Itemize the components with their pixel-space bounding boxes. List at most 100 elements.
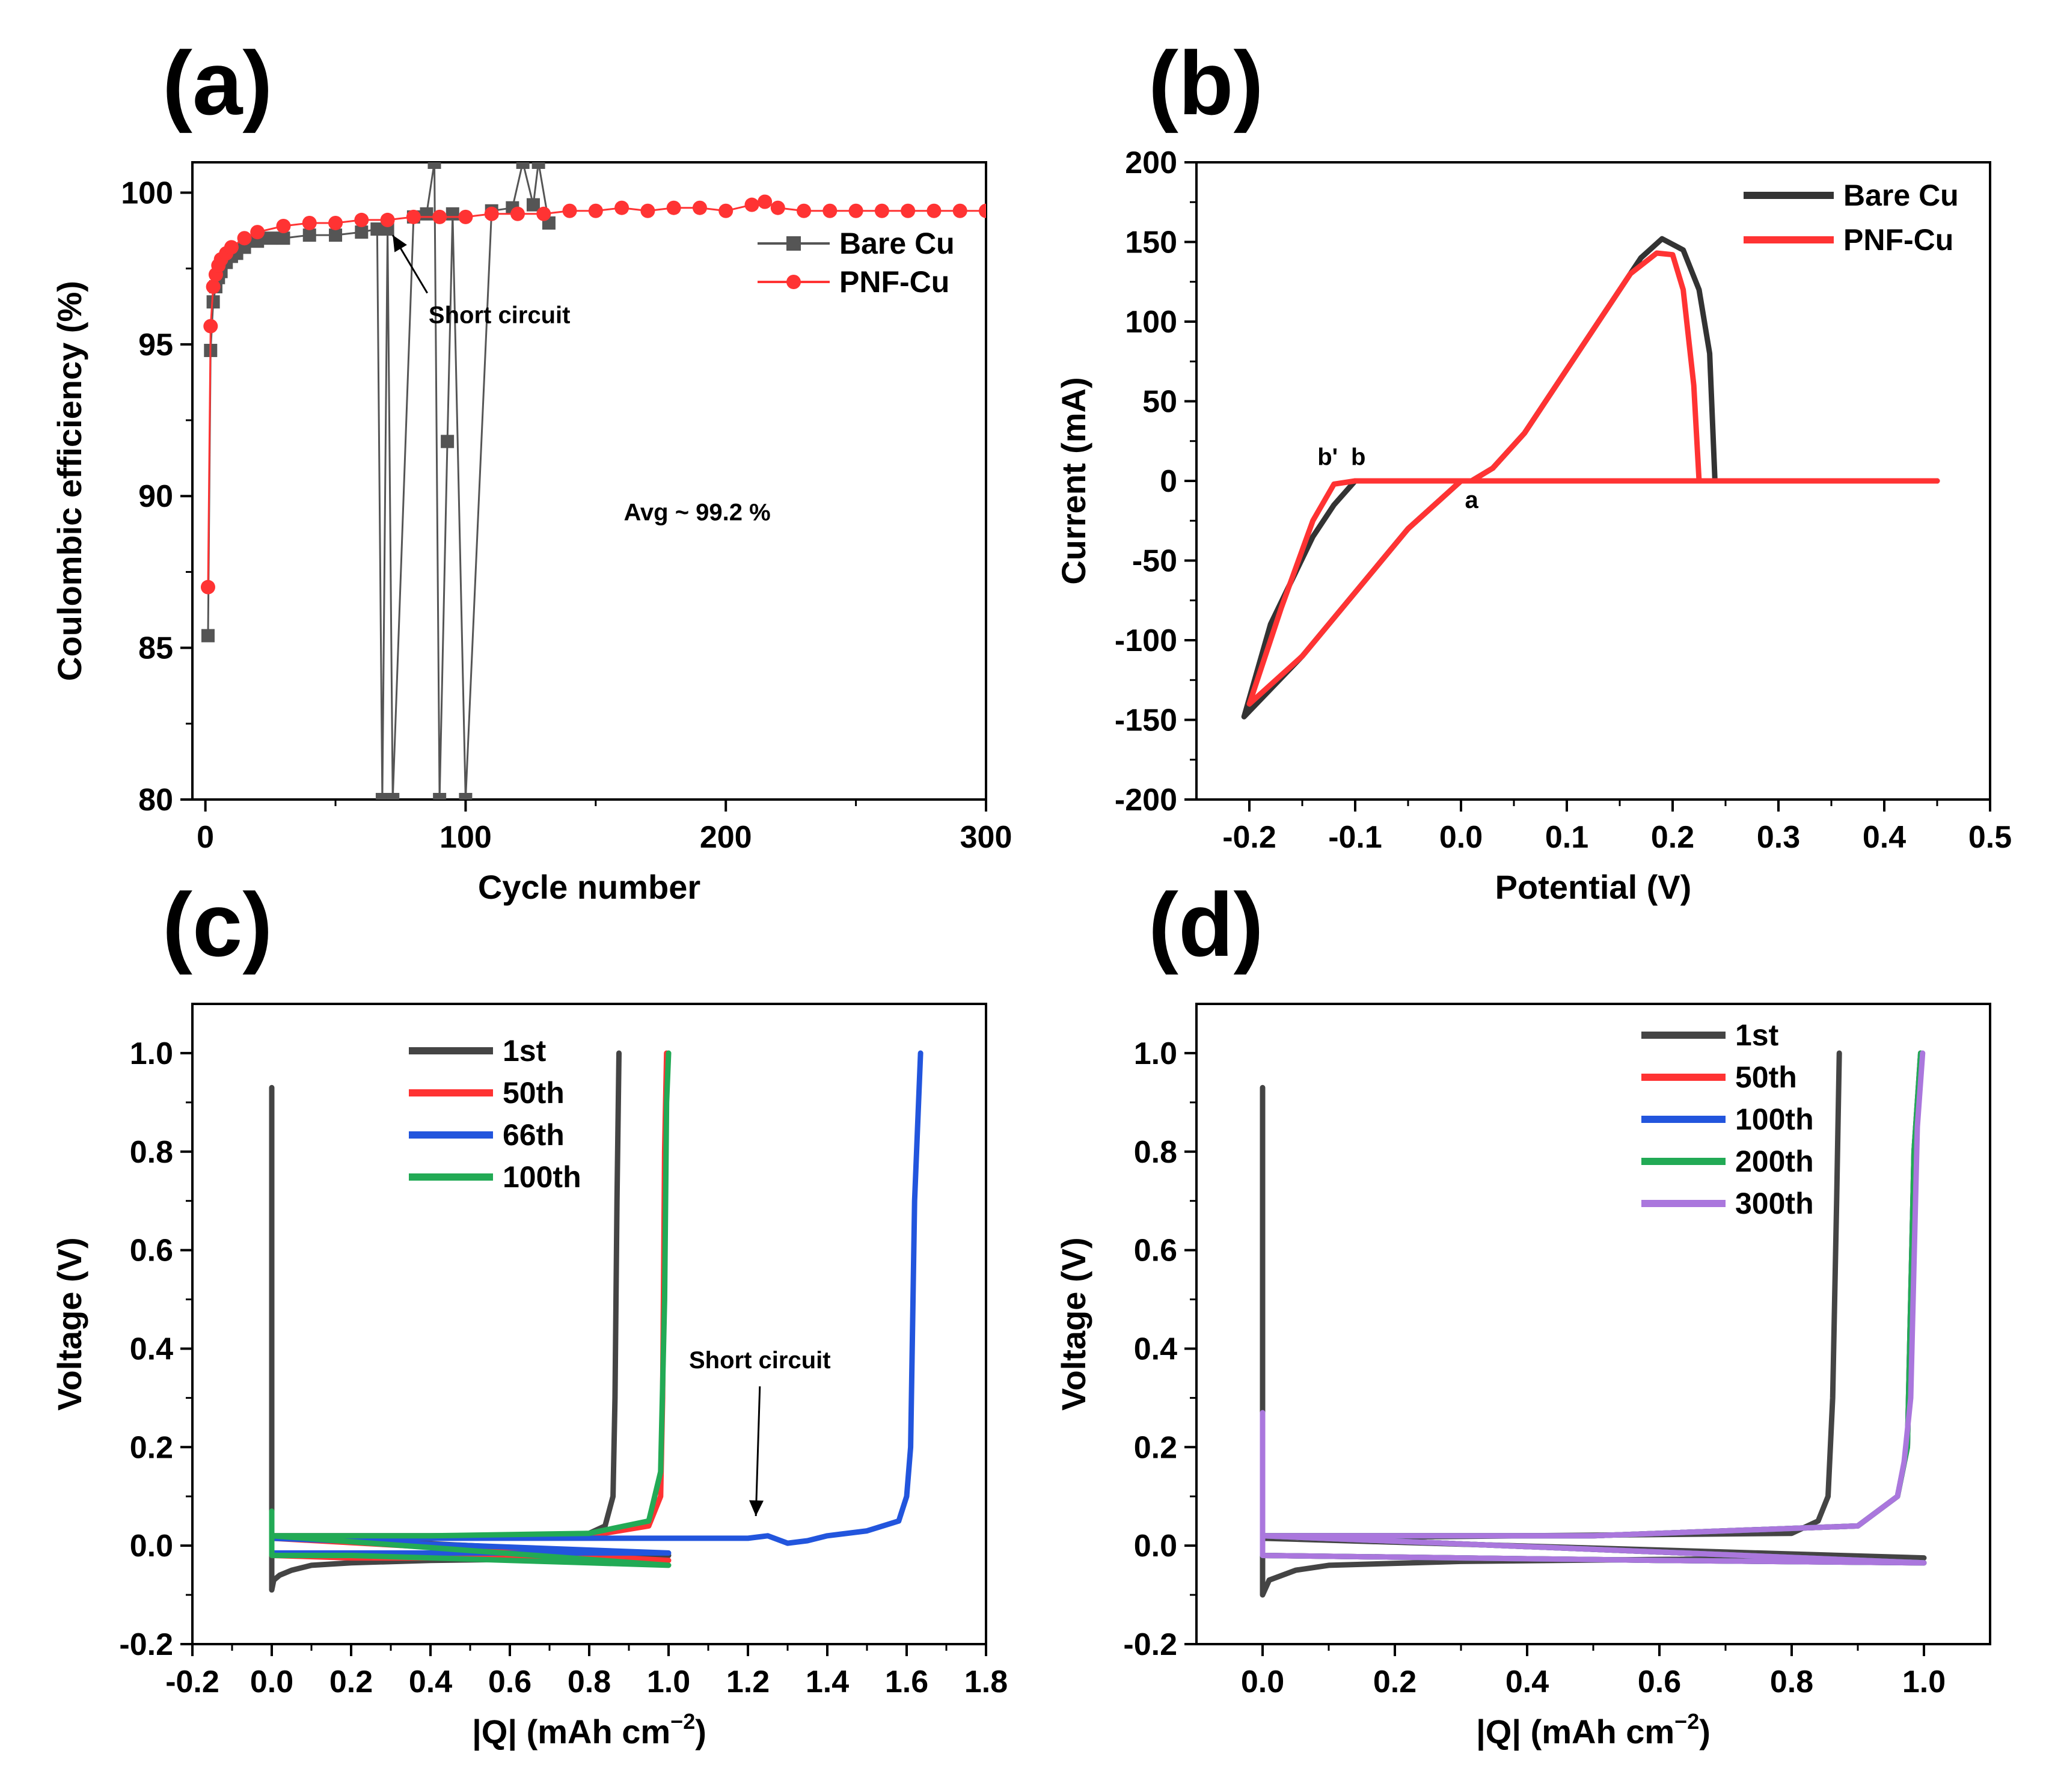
x-axis-label-end: ) (695, 1713, 706, 1751)
plot-area (1260, 1050, 1927, 1598)
x-tick-label: 0.0 (1241, 1665, 1284, 1699)
y-tick-label: 0.4 (1134, 1332, 1177, 1366)
data-point-square (420, 207, 433, 221)
legend-label: PNF-Cu (839, 265, 949, 299)
data-point-square (441, 435, 455, 448)
legend-label: Bare Cu (839, 227, 955, 260)
y-tick-label: 200 (1125, 145, 1177, 180)
data-point-circle (718, 203, 734, 218)
x-axis-label-text: Potential (V) (1495, 868, 1692, 906)
annotation-text: Avg ~ 99.2 % (624, 500, 771, 526)
data-point-circle (901, 203, 916, 218)
x-tick-label: 1.4 (806, 1665, 849, 1699)
x-tick-label: 0.2 (1373, 1665, 1417, 1699)
y-tick-label: 80 (138, 783, 173, 818)
x-tick-label: 1.0 (1902, 1665, 1946, 1699)
data-point-square (206, 295, 220, 309)
panel-label-c: (c) (162, 874, 272, 975)
y-tick-label: 0.4 (130, 1332, 173, 1366)
data-point-square (459, 793, 473, 800)
y-tick-label: 95 (138, 328, 173, 362)
data-point-circle (406, 209, 421, 224)
plot-area (1241, 236, 1940, 720)
x-axis-label: Cycle number (478, 868, 700, 906)
x-axis-label-superscript: −2 (670, 1709, 695, 1734)
data-point-square (263, 231, 277, 245)
annotation-arrowhead (749, 1500, 764, 1516)
x-tick-label: 200 (700, 820, 752, 855)
series-line-5 (1260, 1050, 1927, 1566)
data-point-circle (536, 206, 551, 221)
data-point-circle (224, 240, 239, 255)
x-tick-label: 100 (440, 820, 492, 855)
data-point-square (433, 793, 447, 800)
plot-area (200, 162, 986, 800)
annotation-text: b' (1317, 444, 1338, 471)
legend-label: 300th (1735, 1187, 1814, 1220)
x-axis-label-text: |Q| (mAh cm (1476, 1713, 1674, 1751)
data-point-circle (206, 279, 221, 294)
data-point-square (531, 162, 545, 169)
x-tick-label: -0.1 (1328, 820, 1382, 855)
data-point-circle (797, 203, 812, 218)
x-axis-label-superscript: −2 (1674, 1709, 1699, 1734)
data-point-circle (458, 209, 473, 224)
data-point-square (370, 222, 384, 236)
x-axis-label: Potential (V) (1495, 868, 1692, 906)
plot-area (269, 1050, 923, 1593)
x-tick-label: 0.3 (1757, 820, 1800, 855)
series-line-1 (1260, 1050, 1927, 1598)
data-point-square (446, 207, 459, 221)
data-point-square (277, 231, 290, 245)
charts-layer: 0 100 200 300 80 85 90 95 100 Cycle number Coulomb… (51, 145, 2012, 1751)
data-point-circle (302, 215, 317, 230)
annotation-text: a (1465, 487, 1478, 513)
x-axis-label: |Q| (mAh cm−2) (1476, 1709, 1711, 1751)
y-tick-label: -200 (1115, 783, 1177, 818)
data-point-circle (250, 225, 265, 240)
y-tick-label: 0.0 (1134, 1529, 1177, 1564)
x-axis-label-text: |Q| (mAh cm (472, 1713, 670, 1751)
y-axis-label: Coulombic efficiency (%) (51, 281, 88, 681)
data-point-circle (979, 203, 986, 218)
data-point-square (302, 228, 316, 242)
legend-label: Bare Cu (1843, 179, 1959, 212)
y-tick-label: -150 (1115, 703, 1177, 738)
x-tick-label: 0.6 (488, 1665, 531, 1699)
chart-1: 0 100 200 300 80 85 90 95 100 Cycle number Coulomb… (51, 161, 1012, 906)
legend-label: 50th (503, 1076, 565, 1110)
series-line-3 (269, 1050, 923, 1556)
data-point-circle (640, 203, 655, 218)
chart-2: -0.2 -0.1 0.0 0.1 0.2 0.3 0.4 0.5 -200 -150 -100 -5… (1055, 145, 2012, 906)
annotation-text: Short circuit (689, 1347, 831, 1374)
legend-label: 50th (1735, 1060, 1797, 1094)
legend-label: 100th (503, 1160, 581, 1194)
y-tick-label: -0.2 (1123, 1627, 1177, 1662)
x-tick-label: 0.8 (1770, 1665, 1813, 1699)
x-tick-label: 0.2 (1651, 820, 1694, 855)
y-tick-label: 0.8 (1134, 1135, 1177, 1170)
panel-label-b: (b) (1148, 32, 1264, 133)
legend-label: 200th (1735, 1145, 1814, 1178)
y-tick-label: 0 (1160, 464, 1177, 499)
annotation-text: Short circuit (429, 302, 571, 329)
x-tick-label: 0.5 (1968, 820, 2012, 855)
data-point-circle (614, 200, 629, 215)
y-tick-label: 100 (1125, 305, 1177, 340)
y-tick-label: 1.0 (1134, 1036, 1177, 1071)
y-tick-label: 90 (138, 479, 173, 514)
y-axis-label: Current (mA) (1055, 377, 1092, 584)
x-axis-label: |Q| (mAh cm−2) (472, 1709, 706, 1751)
data-point-circle (666, 200, 681, 215)
annotation-text: b (1351, 444, 1365, 471)
x-tick-label: 1.8 (964, 1665, 1008, 1699)
y-tick-label: 0.6 (1134, 1234, 1177, 1268)
x-tick-label: 0 (197, 820, 214, 855)
x-axis-label-text: Cycle number (478, 868, 700, 906)
data-point-circle (203, 319, 218, 334)
x-tick-label: 1.6 (885, 1665, 928, 1699)
y-tick-label: 0.6 (130, 1234, 173, 1268)
y-tick-label: -100 (1115, 623, 1177, 658)
data-point-square (386, 793, 400, 800)
